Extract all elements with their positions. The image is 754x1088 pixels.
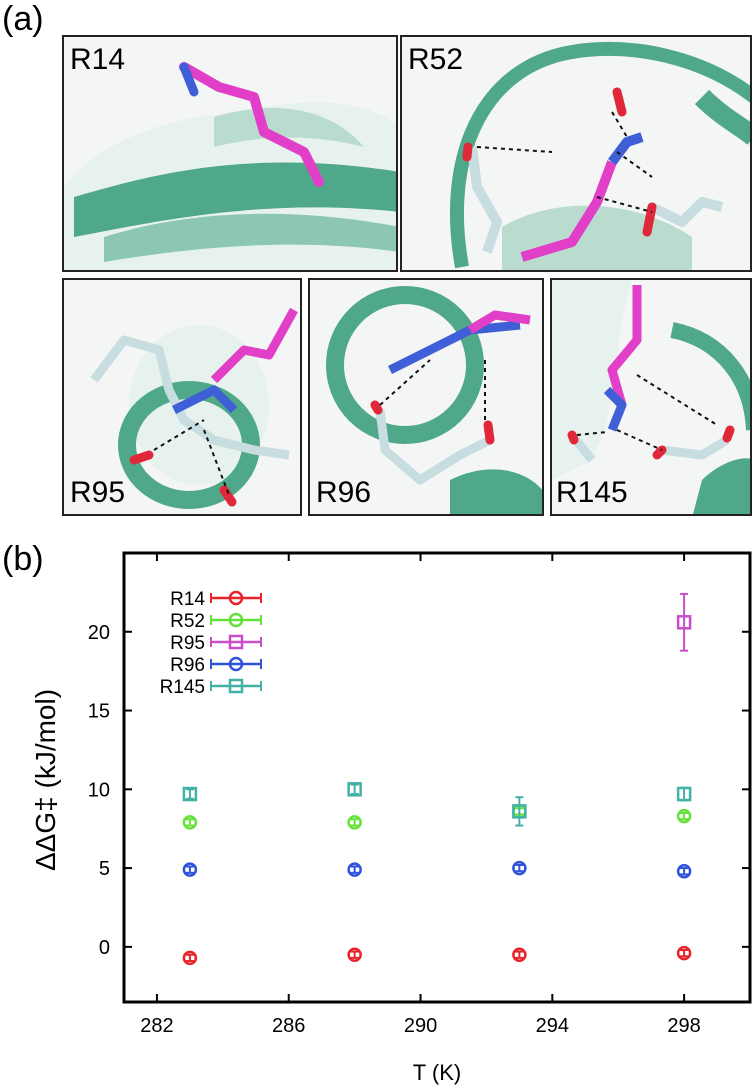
legend-label: R96 xyxy=(170,655,205,676)
x-tick-label: 294 xyxy=(536,1015,569,1037)
y-tick-label: 15 xyxy=(88,701,110,723)
legend-label: R52 xyxy=(170,611,205,632)
x-tick-label: 290 xyxy=(404,1015,437,1037)
protein-structure-r96-icon xyxy=(326,286,542,514)
series-r96 xyxy=(182,860,692,879)
legend-marker xyxy=(228,612,244,628)
protein-structure-r145-icon xyxy=(552,280,750,514)
data-point xyxy=(182,950,198,966)
structure-panel-r14: R14 xyxy=(62,35,398,272)
legend-marker xyxy=(228,656,244,672)
data-point xyxy=(676,808,692,824)
y-axis-label: ΔΔG‡ (kJ/mol) xyxy=(30,689,61,871)
data-point xyxy=(347,862,362,877)
data-point xyxy=(512,860,527,876)
data-point xyxy=(182,862,198,877)
data-point xyxy=(347,815,362,830)
protein-structure-r14-icon xyxy=(64,62,396,270)
x-axis-label: T (K) xyxy=(413,1060,461,1085)
legend-entry: R95 xyxy=(170,633,262,654)
panel-label-b: (b) xyxy=(2,540,44,578)
data-point xyxy=(182,786,198,802)
data-point xyxy=(512,804,527,819)
legend-entry: R145 xyxy=(160,677,262,698)
data-point xyxy=(676,786,692,802)
legend-label: R95 xyxy=(170,633,205,654)
structure-panel-r145: R145 xyxy=(550,278,752,516)
structure-label: R145 xyxy=(556,476,628,509)
legend-entry: R52 xyxy=(170,611,262,632)
data-point xyxy=(676,863,692,879)
structure-panel-r96: R96 xyxy=(308,278,544,516)
chart: 282 286 290 294 298 0 5 10 15 20 R14R52R95R96R145… xyxy=(30,551,752,1085)
legend-marker xyxy=(228,634,244,650)
y-tick-label: 0 xyxy=(99,937,110,959)
legend-label: R14 xyxy=(170,589,205,610)
series-r95 xyxy=(676,592,692,652)
x-tick-label: 298 xyxy=(667,1015,700,1037)
series-r52 xyxy=(182,804,692,830)
data-point xyxy=(676,615,692,630)
legend-entry: R96 xyxy=(170,655,262,676)
data-point xyxy=(182,815,198,830)
protein-structure-r95-icon xyxy=(90,307,298,509)
legend-label: R145 xyxy=(160,677,205,698)
data-point xyxy=(512,947,527,962)
legend-entry: R14 xyxy=(170,589,262,610)
protein-structure-r52-icon xyxy=(449,42,750,270)
series-r14 xyxy=(182,945,692,966)
y-tick-label: 10 xyxy=(88,779,110,801)
plot-frame xyxy=(122,551,752,1004)
structure-panel-r95: R95 xyxy=(62,278,302,516)
x-tick-label: 286 xyxy=(272,1015,305,1037)
data-point xyxy=(676,945,692,961)
structure-label: R52 xyxy=(408,43,464,76)
data-point xyxy=(347,947,362,962)
y-tick-label: 5 xyxy=(99,858,110,880)
structure-label: R95 xyxy=(70,476,126,509)
legend-marker xyxy=(228,590,244,606)
x-tick-label: 282 xyxy=(140,1015,173,1037)
legend-marker xyxy=(228,678,244,694)
panel-label-a: (a) xyxy=(2,0,44,38)
structure-label: R96 xyxy=(316,476,372,509)
y-tick-label: 20 xyxy=(88,622,110,644)
series-r145 xyxy=(182,782,692,827)
data-point xyxy=(347,782,362,797)
structure-label: R14 xyxy=(70,43,126,76)
structure-panel-r52: R52 xyxy=(400,35,752,272)
